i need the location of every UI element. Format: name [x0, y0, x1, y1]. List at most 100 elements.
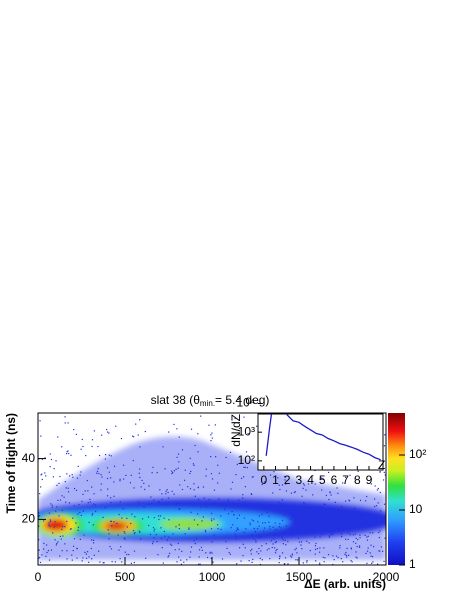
speckle: [173, 493, 175, 495]
speckle: [261, 504, 263, 506]
speckle: [349, 474, 351, 476]
speckle: [264, 522, 266, 524]
speckle: [257, 521, 259, 523]
speckle: [279, 523, 281, 525]
speckle: [110, 520, 112, 522]
speckle: [166, 489, 168, 491]
speckle: [280, 503, 282, 505]
speckle: [167, 497, 170, 499]
speckle: [370, 483, 373, 485]
speckle: [318, 551, 321, 553]
speckle: [259, 557, 261, 559]
speckle: [251, 561, 253, 564]
speckle: [70, 528, 72, 530]
speckle: [244, 501, 246, 503]
speckle: [75, 433, 77, 436]
speckle: [319, 562, 321, 564]
speckle: [68, 502, 71, 504]
speckle: [326, 527, 328, 529]
speckle: [81, 500, 83, 502]
speckle: [197, 487, 199, 489]
speckle: [332, 563, 334, 565]
speckle: [173, 470, 176, 472]
speckle: [297, 537, 300, 539]
speckle: [54, 521, 56, 523]
speckle: [305, 489, 307, 491]
speckle: [175, 503, 177, 506]
speckle: [319, 536, 321, 538]
speckle: [314, 536, 316, 538]
speckle: [193, 489, 195, 491]
speckle: [92, 524, 94, 526]
speckle: [248, 559, 250, 562]
speckle: [284, 475, 286, 478]
speckle: [178, 548, 180, 550]
speckle: [184, 479, 186, 481]
x-axis-label: ΔE (arb. units): [304, 577, 386, 591]
speckle: [189, 472, 191, 475]
speckle: [279, 555, 281, 558]
speckle: [93, 503, 95, 505]
speckle: [178, 508, 180, 510]
speckle: [167, 491, 169, 494]
speckle: [168, 552, 171, 554]
speckle: [290, 514, 293, 516]
speckle: [133, 436, 135, 438]
speckle: [322, 506, 324, 508]
speckle: [291, 556, 293, 558]
speckle: [63, 496, 65, 498]
speckle: [107, 529, 109, 531]
speckle: [216, 524, 219, 526]
speckle: [323, 503, 326, 505]
speckle: [328, 536, 330, 538]
speckle: [196, 513, 199, 515]
speckle: [370, 518, 372, 521]
speckle: [266, 549, 268, 551]
speckle: [62, 535, 64, 537]
speckle: [93, 430, 96, 432]
speckle: [226, 547, 228, 550]
speckle: [213, 534, 215, 536]
speckle: [91, 539, 93, 541]
speckle: [53, 468, 55, 470]
speckle: [205, 506, 207, 508]
speckle: [80, 514, 82, 517]
speckle: [383, 503, 386, 505]
speckle: [355, 542, 357, 544]
speckle: [131, 513, 133, 515]
speckle: [268, 521, 270, 523]
speckle: [158, 501, 160, 503]
speckle: [324, 557, 326, 559]
speckle: [49, 525, 51, 527]
speckle: [250, 553, 252, 555]
speckle: [59, 499, 62, 501]
speckle: [251, 534, 253, 537]
speckle: [364, 520, 366, 522]
inset-y-label: dN/dZ: [229, 414, 243, 447]
speckle: [373, 498, 376, 500]
speckle: [332, 533, 334, 535]
speckle: [302, 487, 304, 490]
speckle: [359, 534, 361, 536]
speckle: [175, 468, 177, 470]
speckle: [357, 513, 360, 515]
speckle: [66, 473, 68, 475]
speckle: [348, 554, 350, 556]
speckle: [294, 549, 296, 551]
speckle: [95, 510, 97, 513]
inset-frame: [257, 413, 384, 471]
speckle: [178, 528, 180, 530]
speckle: [48, 512, 50, 514]
speckle: [250, 550, 252, 552]
speckle: [163, 530, 165, 533]
speckle: [41, 473, 43, 475]
speckle: [106, 428, 108, 431]
speckle: [352, 534, 354, 536]
speckle: [289, 555, 292, 557]
speckle: [144, 430, 146, 433]
speckle: [73, 505, 75, 507]
speckle: [218, 498, 220, 500]
speckle: [333, 558, 335, 561]
speckle: [133, 487, 135, 489]
speckle: [190, 511, 192, 513]
